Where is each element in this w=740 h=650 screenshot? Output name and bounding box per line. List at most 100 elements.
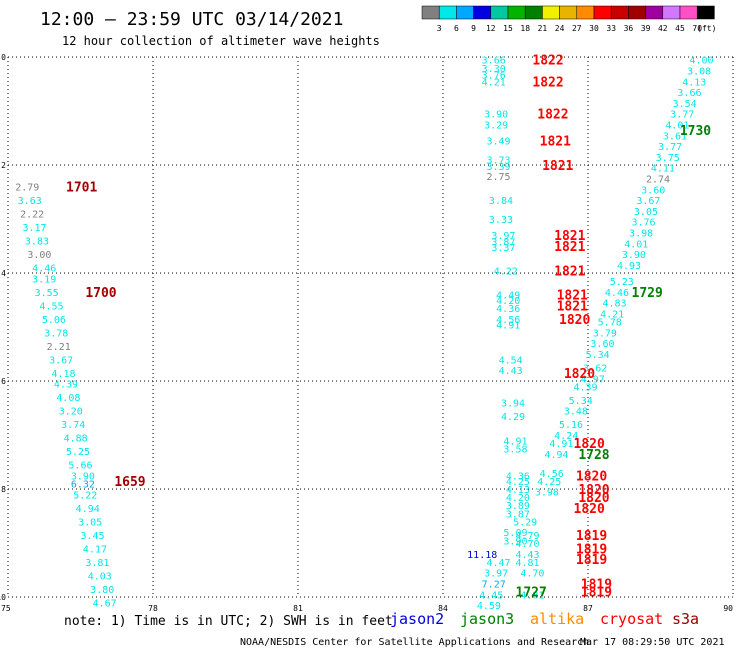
wave-height-value: 4.43 — [499, 366, 523, 377]
wave-height-value: 4.79 — [516, 531, 540, 542]
scale-label: 70 — [692, 24, 702, 33]
wave-height-value: 4.29 — [501, 412, 525, 423]
pass-time-label: 1820 — [574, 437, 605, 452]
color-swatch — [610, 5, 629, 20]
wave-height-value: 4.91 — [503, 436, 527, 447]
wave-height-value: 4.03 — [88, 571, 112, 582]
pass-time-label: 1821 — [557, 299, 588, 314]
wave-height-value: 3.90 — [503, 536, 527, 547]
color-swatch — [490, 5, 509, 20]
wave-height-value: 5.16 — [559, 420, 583, 431]
scale-label: 15 — [503, 24, 513, 33]
wave-height-value: 2.22 — [20, 210, 44, 221]
color-swatch — [559, 5, 578, 20]
wave-height-value: 3.60 — [590, 339, 614, 350]
wave-height-value: 5.06 — [42, 315, 66, 326]
color-swatch — [507, 5, 526, 20]
wave-height-value: 4.88 — [64, 434, 88, 445]
pass-time-label: 1821 — [554, 264, 585, 279]
scale-label: 45 — [675, 24, 685, 33]
color-swatch — [645, 5, 664, 20]
wave-height-value: 3.90 — [71, 472, 95, 483]
pass-time-label: 1820 — [559, 313, 590, 328]
wave-height-value: 3.67 — [636, 196, 660, 207]
wave-height-value: 4.91 — [496, 320, 520, 331]
legend-entry: jason3 — [460, 610, 514, 628]
pass-time-label: 1819 — [576, 542, 607, 557]
color-swatch — [576, 5, 595, 20]
x-tick-label: 78 — [148, 604, 158, 613]
wave-height-value: 3.98 — [535, 488, 559, 499]
pass-time-label: 1729 — [632, 286, 663, 301]
pass-time-label: 1819 — [576, 553, 607, 568]
wave-height-value: 4.20 — [496, 296, 520, 307]
wave-height-value: 4.25 — [537, 477, 561, 488]
legend-entry: s3a — [672, 610, 699, 628]
pass-time-label: 1821 — [554, 229, 585, 244]
wave-height-value: 4.08 — [56, 393, 80, 404]
wave-height-value: 3.76 — [632, 218, 656, 229]
wave-height-value: 4.49 — [496, 291, 520, 302]
wave-height-value: 3.78 — [44, 328, 68, 339]
pass-time-label: 1820 — [578, 483, 609, 498]
y-tick-label: -2 — [0, 161, 6, 170]
pass-time-label: 1701 — [66, 181, 97, 196]
scale-unit: (ft) — [697, 24, 716, 33]
wave-height-value: 3.49 — [487, 137, 511, 148]
wave-height-value: 3.80 — [90, 585, 114, 596]
wave-height-value: 3.75 — [656, 153, 680, 164]
color-swatch — [473, 5, 492, 20]
wave-height-value: 3.77 — [658, 142, 682, 153]
wave-height-value: 4.56 — [496, 315, 520, 326]
wave-height-value: 3.98 — [629, 229, 653, 240]
x-tick-label: 87 — [583, 604, 593, 613]
pass-time-label: 1659 — [114, 475, 145, 490]
scale-label: 12 — [486, 24, 496, 33]
pass-time-labels: 1701170016591822182218221821182118211821… — [66, 54, 711, 601]
wave-height-value: 4.81 — [516, 558, 540, 569]
wave-height-value: 4.83 — [603, 299, 627, 310]
wave-height-value: 4.21 — [482, 77, 506, 88]
scale-label: 42 — [658, 24, 668, 33]
color-swatch — [696, 5, 715, 20]
color-scale: 3 6 9 12 15 18 21 24 27 30 33 36 39 42 45 70(ft) — [421, 5, 716, 33]
wave-height-value: 3.66 — [677, 88, 701, 99]
wave-height-value: 4.25 — [506, 477, 530, 488]
wave-height-value: 4.93 — [617, 261, 641, 272]
pass-time-label: 1822 — [537, 108, 568, 123]
wave-height-value: 4.39 — [54, 380, 78, 391]
wave-height-value: 4.11 — [651, 164, 675, 175]
pass-time-label: 1820 — [574, 502, 605, 517]
wave-height-value: 4.36 — [496, 304, 520, 315]
scale-label: 33 — [606, 24, 616, 33]
footnote: note: 1) Time is in UTC; 2) SWH is in fe… — [64, 614, 393, 629]
y-tick-label: -10 — [0, 593, 6, 602]
y-tick-label: -6 — [0, 377, 6, 386]
scale-label: 36 — [624, 24, 634, 33]
pass-time-label: 1820 — [578, 491, 609, 506]
wave-height-value: 3.19 — [32, 274, 56, 285]
wave-height-value: 4.46 — [605, 288, 629, 299]
color-swatch — [542, 5, 560, 20]
pass-time-label: 1700 — [85, 286, 116, 301]
wave-height-value: 2.79 — [15, 183, 39, 194]
legend-entry: altika — [530, 610, 584, 628]
wave-height-value: 3.90 — [484, 110, 508, 121]
color-swatch — [593, 5, 612, 20]
wave-height-value: 2.74 — [646, 175, 670, 186]
wave-height-value: 3.45 — [81, 531, 105, 542]
pass-time-label: 1822 — [532, 54, 563, 69]
wave-height-value: 3.89 — [506, 501, 530, 512]
axis-ticks: 75 78 81 84 87 90 0 -2 -4 -6 -8 -10 — [0, 53, 733, 613]
wave-height-value: 4.24 — [554, 431, 578, 442]
wave-height-value: 4.45 — [479, 590, 503, 601]
wave-height-value: 4.13 — [506, 485, 530, 496]
wave-height-value: 2.75 — [487, 172, 511, 183]
wave-height-value: 3.94 — [501, 399, 525, 410]
wave-height-points: 2.793.632.223.173.833.004.463.193.554.55… — [15, 56, 713, 612]
wave-height-value: 4.22 — [494, 266, 518, 277]
x-tick-label: 75 — [1, 604, 11, 613]
wave-height-value: 4.36 — [506, 472, 530, 483]
wave-height-value: 2.21 — [47, 342, 71, 353]
chart-title: 12:00 – 23:59 UTC 03/14/2021 — [40, 9, 343, 30]
